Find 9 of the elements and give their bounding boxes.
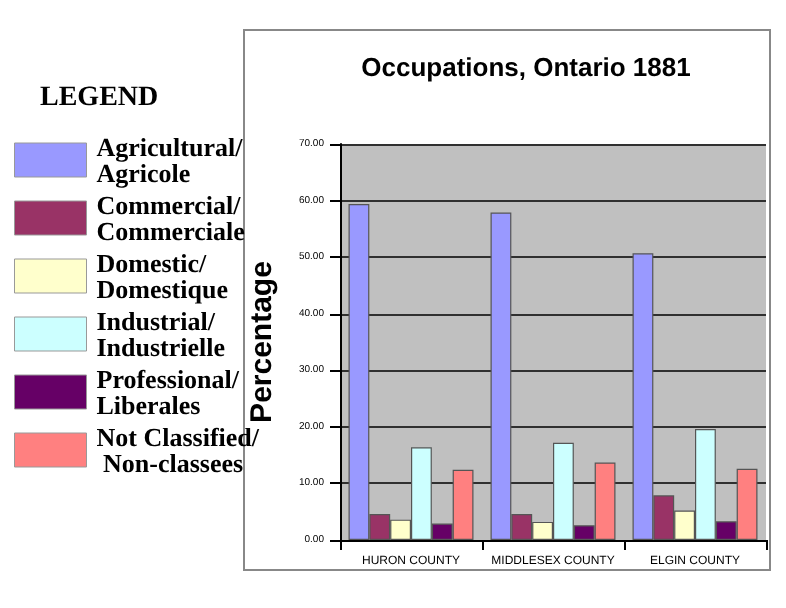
legend-label: Industrial/ Industrielle (96, 306, 226, 362)
legend-label: Professional/ Liberales (96, 364, 246, 420)
y-axis-title: Percentage (245, 261, 280, 423)
legend-label: Commercial/ Commerciale (96, 190, 247, 246)
legend-label: Agricultural/ Agricole (96, 132, 249, 188)
legend-title: LEGEND (40, 83, 159, 113)
legend-label: Not Classified/ Non-classees (96, 422, 260, 478)
chart-title: Occupations, Ontario 1881 (361, 52, 691, 82)
legend-label: Domestic/ Domestique (96, 248, 229, 304)
